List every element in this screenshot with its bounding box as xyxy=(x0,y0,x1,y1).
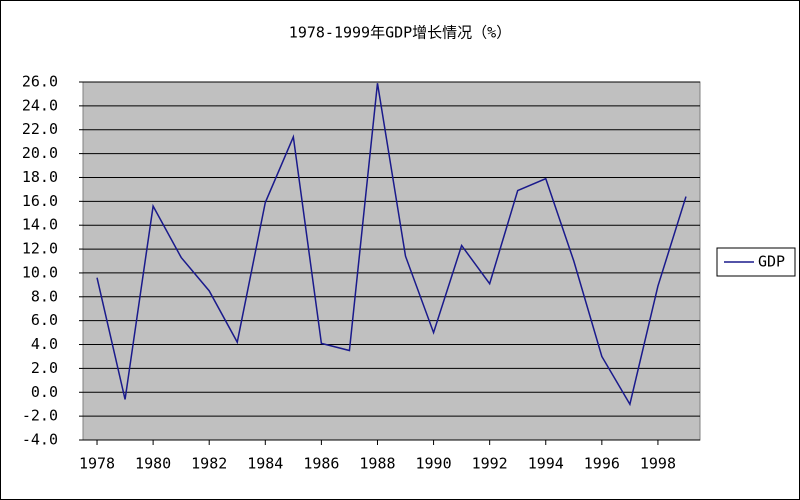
y-tick-label: 4.0 xyxy=(31,335,58,353)
y-tick-label: 24.0 xyxy=(22,96,58,114)
x-tick-label: 1992 xyxy=(472,455,508,473)
plot-area xyxy=(82,81,701,441)
y-tick-label: 14.0 xyxy=(22,216,58,234)
series-line xyxy=(96,83,687,407)
y-tick-label: 12.0 xyxy=(22,240,58,258)
x-tick-label: 1984 xyxy=(247,455,283,473)
y-tick-label: 10.0 xyxy=(22,263,58,281)
x-tick-label: 1980 xyxy=(135,455,171,473)
x-tick-label: 1998 xyxy=(640,455,676,473)
y-tick-label: 16.0 xyxy=(22,192,58,210)
y-tick-label: 26.0 xyxy=(22,73,58,91)
y-tick-label: 20.0 xyxy=(22,144,58,162)
y-tick-label: 8.0 xyxy=(31,287,58,305)
chart-title: 1978-1999年GDP增长情况（%） xyxy=(289,24,511,42)
x-tick-label: 1978 xyxy=(79,455,115,473)
y-tick-label: 2.0 xyxy=(31,359,58,377)
x-tick-label: 1988 xyxy=(359,455,395,473)
legend-box xyxy=(716,247,796,277)
x-tick-label: 1996 xyxy=(584,455,620,473)
legend-label: GDP xyxy=(758,253,785,271)
y-tick-label: 18.0 xyxy=(22,168,58,186)
y-tick-label: 22.0 xyxy=(22,120,58,138)
x-tick-label: 1986 xyxy=(303,455,339,473)
y-tick-label: 6.0 xyxy=(31,311,58,329)
y-tick-label: -2.0 xyxy=(22,407,58,425)
x-tick-label: 1990 xyxy=(416,455,452,473)
x-tick-label: 1982 xyxy=(191,455,227,473)
x-tick-label: 1994 xyxy=(528,455,564,473)
y-tick-label: -4.0 xyxy=(22,431,58,449)
y-tick-label: 0.0 xyxy=(31,383,58,401)
